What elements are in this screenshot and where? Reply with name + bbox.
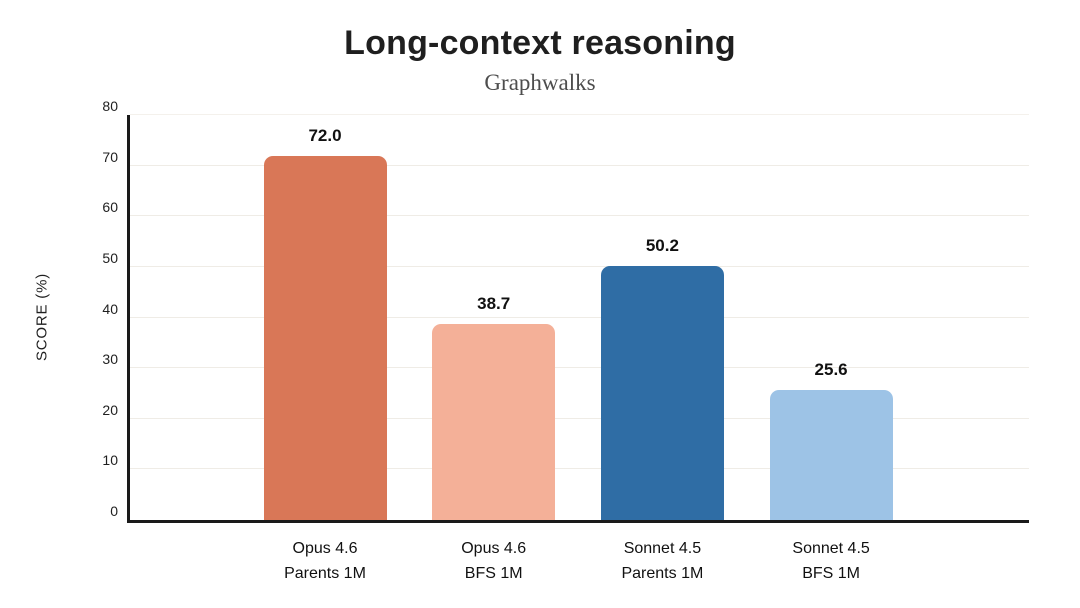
bar-sonnet-4-5-bfs-1m [769,390,893,520]
y-tick-label-70: 70 [102,148,118,165]
gridline-50 [130,265,1029,267]
x-tick-label-line: BFS 1M [802,565,860,582]
gridline-70 [130,164,1029,166]
x-tick-label-line: Sonnet 4.5 [792,540,870,557]
bar-sonnet-4-5-parents-1m [600,265,724,520]
chart-subtitle: Graphwalks [484,70,596,95]
x-tick-label: Opus 4.6 BFS 1M [409,536,579,586]
bar-value-label: 38.7 [477,294,511,314]
bar-opus-4-6-parents-1m [263,155,387,520]
x-tick-label: Opus 4.6 Parents 1M [240,536,410,586]
x-tick-label: Sonnet 4.5 BFS 1M [746,536,916,586]
y-tick-label-60: 60 [102,199,118,216]
plot-area: 0 10 20 30 40 50 60 70 80 72.0 Opus 4.6 Parents 1M 3… [102,98,1029,582]
bar-value-label: 25.6 [814,360,848,380]
y-tick-label-30: 30 [102,351,118,368]
gridline-80 [130,114,1029,115]
gridline-30 [130,367,1029,369]
x-tick-label-line: Opus 4.6 [292,540,358,557]
x-tick-label-line: BFS 1M [464,565,523,582]
x-tick-label-line: Opus 4.6 [461,540,527,557]
bar-value-label: 50.2 [645,235,679,255]
y-tick-label-50: 50 [102,249,118,266]
gridline-20 [130,417,1029,419]
y-tick-label-10: 10 [102,452,118,469]
x-tick-label: Sonnet 4.5 Parents 1M [577,536,747,586]
y-tick-label-80: 80 [102,98,118,114]
y-tick-label-0: 0 [110,503,118,519]
x-tick-label-line: Sonnet 4.5 [623,540,702,557]
chart-title: Long-context reasoning [344,24,736,62]
bar-value-label: 72.0 [308,125,342,145]
y-tick-label-40: 40 [102,300,118,317]
gridline-60 [130,215,1029,217]
y-tick-label-20: 20 [102,401,118,418]
x-tick-label-line: Parents 1M [621,565,704,582]
gridline-40 [130,316,1029,318]
gridline-10 [130,468,1029,470]
bar-opus-4-6-bfs-1m [432,324,556,520]
y-axis-label-text: SCORE (%) [33,272,51,362]
x-tick-label-line: Parents 1M [284,565,366,582]
